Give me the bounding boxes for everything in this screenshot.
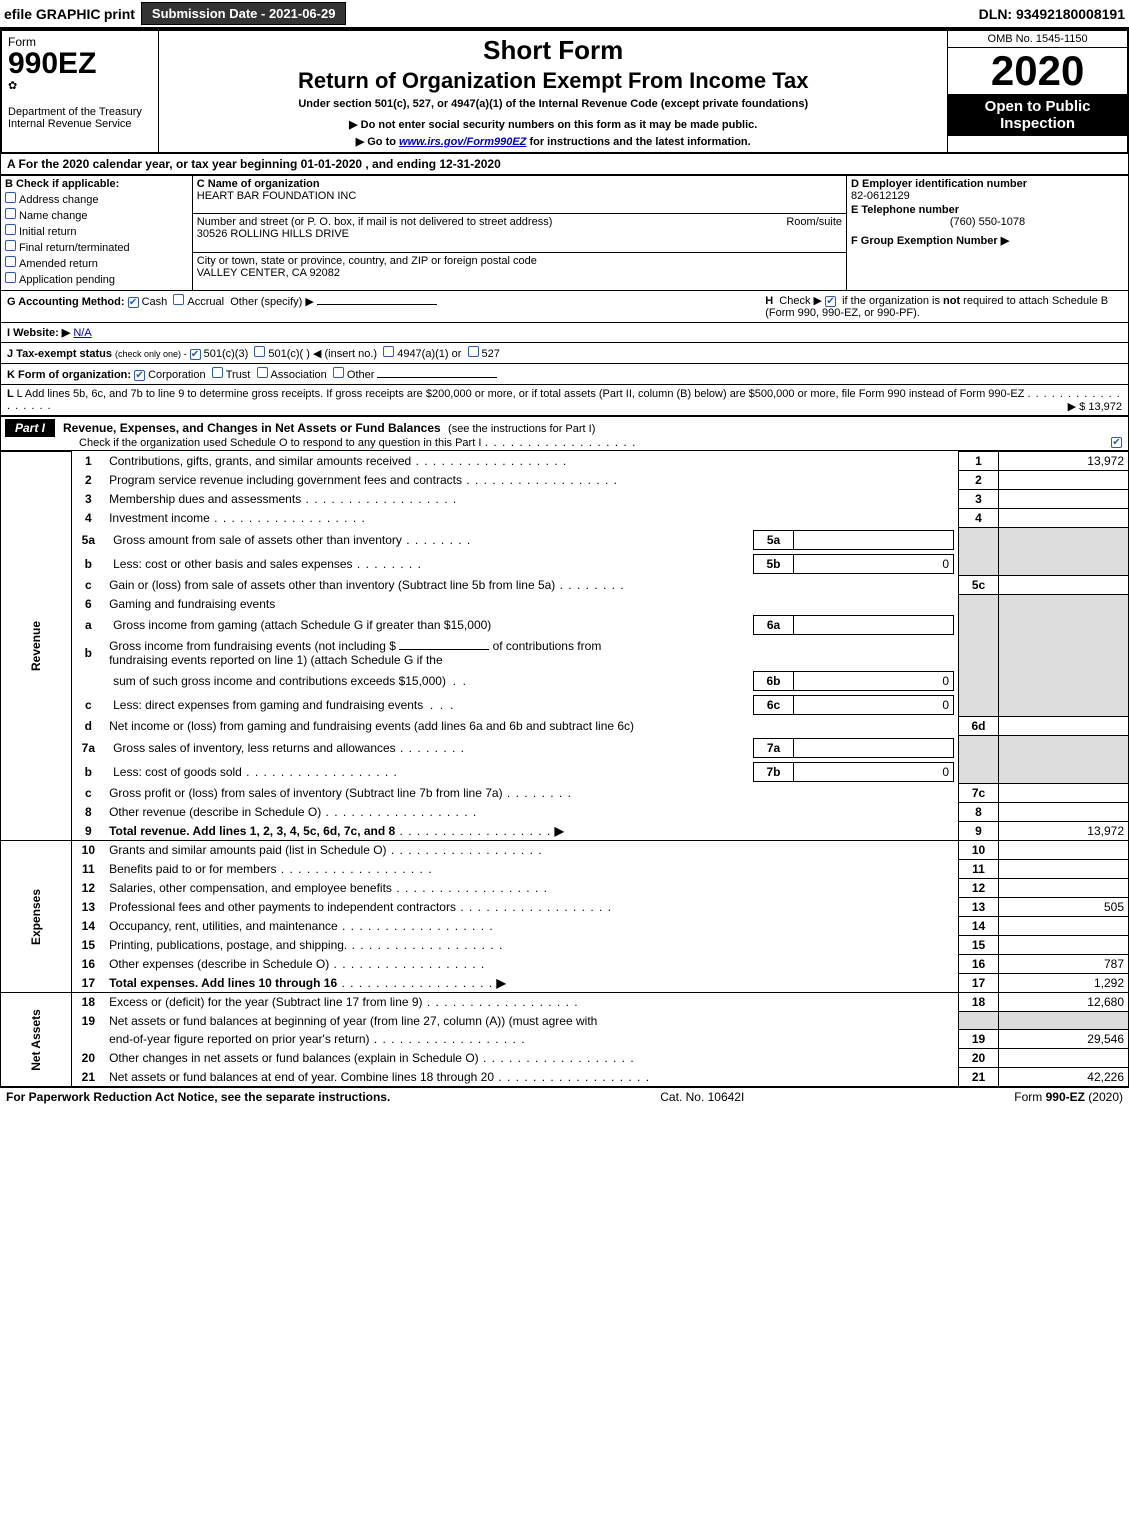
row-i: I Website: ▶ N/A — [0, 323, 1129, 343]
chk-other[interactable] — [333, 367, 344, 378]
subtext-1: Under section 501(c), 527, or 4947(a)(1)… — [167, 98, 939, 110]
chk-assoc[interactable] — [257, 367, 268, 378]
chk-corp[interactable] — [134, 370, 145, 381]
dept-irs: Internal Revenue Service — [8, 118, 152, 130]
subtext-2: ▶ Do not enter social security numbers o… — [167, 118, 939, 131]
chk-final[interactable] — [5, 240, 16, 251]
irs-link[interactable]: www.irs.gov/Form990EZ — [399, 136, 526, 148]
submission-date-button[interactable]: Submission Date - 2021-06-29 — [141, 2, 347, 25]
side-netassets: Net Assets — [1, 993, 72, 1087]
chk-4947[interactable] — [383, 346, 394, 357]
part1-header: Part I Revenue, Expenses, and Changes in… — [0, 417, 1129, 451]
line-a: A For the 2020 calendar year, or tax yea… — [0, 154, 1129, 175]
print-link[interactable]: print — [104, 6, 135, 22]
i-label: I Website: ▶ — [7, 327, 70, 339]
f-label: F Group Exemption Number ▶ — [851, 234, 1124, 247]
phone: (760) 550-1078 — [851, 216, 1124, 228]
g-label: G Accounting Method: — [7, 296, 125, 308]
tax-year: 2020 — [948, 48, 1127, 94]
efile-label: efile GRAPHIC print — [4, 6, 135, 22]
box-def: D Employer identification number 82-0612… — [847, 176, 1129, 291]
open-public: Open to Public Inspection — [948, 94, 1127, 136]
e-label: E Telephone number — [851, 204, 1124, 216]
city-val: VALLEY CENTER, CA 92082 — [197, 267, 842, 279]
topbar-left: efile GRAPHIC print Submission Date - 20… — [4, 2, 346, 25]
part1-title: Revenue, Expenses, and Changes in Net As… — [59, 419, 445, 437]
c-label: C Name of organization — [197, 178, 842, 190]
chk-h[interactable] — [825, 296, 836, 307]
h-label: H — [765, 295, 773, 307]
chk-accrual[interactable] — [173, 294, 184, 305]
form-header: Form 990EZ ✿ Department of the Treasury … — [0, 29, 1129, 154]
footer-right: Form 990-EZ (2020) — [1014, 1090, 1123, 1104]
row-j: J Tax-exempt status (check only one) - 5… — [0, 343, 1129, 364]
chk-schedule-o[interactable] — [1111, 437, 1122, 448]
tn1: 1 — [959, 452, 999, 471]
chk-trust[interactable] — [212, 367, 223, 378]
l-amount: ▶ $ 13,972 — [1068, 400, 1122, 413]
box-b: B Check if applicable: Address change Na… — [1, 176, 193, 291]
part1-title-sub: (see the instructions for Part I) — [448, 423, 595, 435]
form-number: 990EZ — [8, 49, 152, 79]
chk-cash[interactable] — [128, 297, 139, 308]
h-line2: (Form 990, 990-EZ, or 990-PF). — [765, 307, 1122, 319]
subtext-3: ▶ Go to www.irs.gov/Form990EZ for instru… — [167, 135, 939, 148]
side-expenses: Expenses — [1, 841, 72, 993]
header-center: Short Form Return of Organization Exempt… — [159, 30, 948, 153]
d-label: D Employer identification number — [851, 178, 1124, 190]
chk-name[interactable] — [5, 208, 16, 219]
header-left: Form 990EZ ✿ Department of the Treasury … — [1, 30, 159, 153]
box-b-label: B Check if applicable: — [5, 178, 188, 190]
footer-catno: Cat. No. 10642I — [660, 1090, 744, 1104]
website-val[interactable]: N/A — [73, 327, 91, 339]
omb-number: OMB No. 1545-1150 — [948, 31, 1127, 48]
side-revenue: Revenue — [1, 452, 72, 841]
chk-501c3[interactable] — [190, 349, 201, 360]
box-c-name: C Name of organization HEART BAR FOUNDAT… — [192, 176, 846, 214]
box-c-addr: Number and street (or P. O. box, if mail… — [192, 214, 846, 252]
chk-501c[interactable] — [254, 346, 265, 357]
dept-treasury: Department of the Treasury — [8, 106, 152, 118]
t1: Contributions, gifts, grants, and simila… — [105, 452, 958, 471]
g-other-blank — [317, 304, 437, 305]
k-other-blank — [377, 377, 497, 378]
city-label: City or town, state or province, country… — [197, 255, 842, 267]
g-other: Other (specify) ▶ — [230, 296, 314, 308]
ein: 82-0612129 — [851, 190, 1124, 202]
box-c-city: City or town, state or province, country… — [192, 252, 846, 290]
footer-left: For Paperwork Reduction Act Notice, see … — [6, 1090, 390, 1104]
chk-amended[interactable] — [5, 256, 16, 267]
dln-label: DLN: 93492180008191 — [979, 6, 1125, 22]
info-grid: B Check if applicable: Address change Na… — [0, 175, 1129, 291]
k-label: K Form of organization: — [7, 369, 131, 381]
chk-pending[interactable] — [5, 272, 16, 283]
top-bar: efile GRAPHIC print Submission Date - 20… — [0, 0, 1129, 29]
row-k: K Form of organization: Corporation Trus… — [0, 364, 1129, 385]
part1-check: Check if the organization used Schedule … — [59, 437, 481, 449]
header-right: OMB No. 1545-1150 2020 Open to Public In… — [948, 30, 1128, 153]
j-label: J Tax-exempt status — [7, 348, 112, 360]
addr-label: Number and street (or P. O. box, if mail… — [197, 216, 553, 228]
row-gh: G Accounting Method: Cash Accrual Other … — [0, 291, 1129, 323]
line-6b: Gross income from fundraising events (no… — [105, 637, 958, 669]
title-short: Short Form — [167, 35, 939, 66]
chk-527[interactable] — [468, 346, 479, 357]
page-footer: For Paperwork Reduction Act Notice, see … — [0, 1087, 1129, 1106]
org-name: HEART BAR FOUNDATION INC — [197, 190, 842, 202]
v1: 13,972 — [999, 452, 1129, 471]
part1-lines: Revenue 1 Contributions, gifts, grants, … — [0, 451, 1129, 1087]
part1-tag: Part I — [5, 419, 55, 437]
room-label: Room/suite — [786, 216, 842, 228]
irs-seal-icon: ✿ — [8, 79, 152, 92]
title-return: Return of Organization Exempt From Incom… — [167, 68, 939, 94]
l-text: L Add lines 5b, 6c, and 7b to line 9 to … — [17, 388, 1025, 400]
row-l: L L Add lines 5b, 6c, and 7b to line 9 t… — [0, 385, 1129, 417]
street: 30526 ROLLING HILLS DRIVE — [197, 228, 842, 240]
n1: 1 — [71, 452, 105, 471]
chk-initial[interactable] — [5, 224, 16, 235]
chk-address[interactable] — [5, 192, 16, 203]
